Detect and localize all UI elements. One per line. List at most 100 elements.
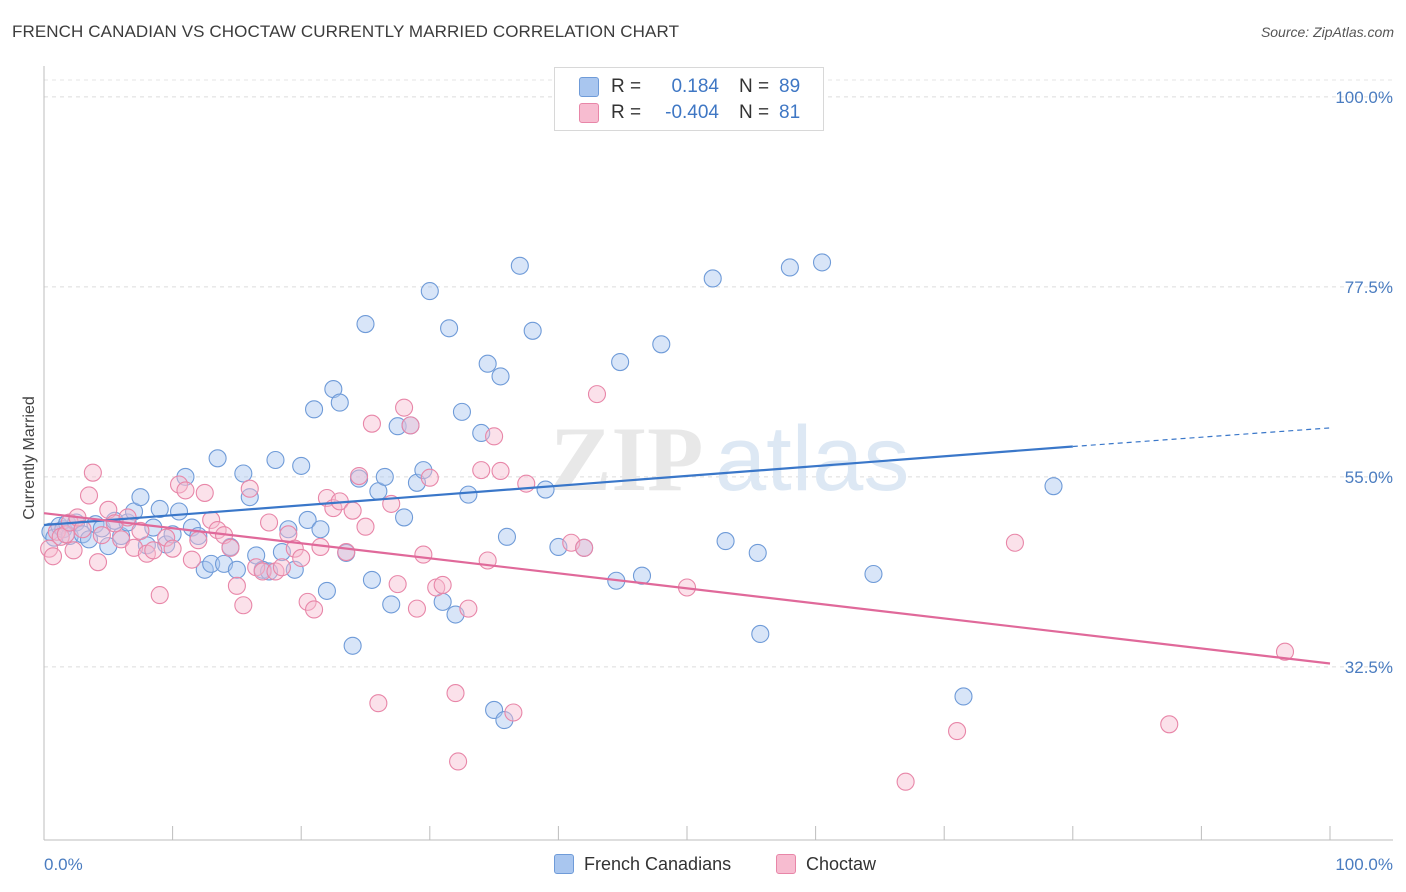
bottom-legend-label: Choctaw bbox=[806, 853, 877, 874]
french-canadians-point bbox=[202, 554, 221, 573]
legend-r-label: R = bbox=[611, 76, 642, 97]
choctaw-point bbox=[272, 558, 291, 577]
correlation-legend: R = 0.184 N = 89 R = -0.404 N = 81 bbox=[554, 67, 824, 131]
french-canadians-point bbox=[440, 319, 459, 338]
choctaw-point bbox=[1275, 642, 1295, 661]
choctaw-point bbox=[112, 530, 131, 549]
trend-lines bbox=[43, 427, 1331, 665]
legend-row-french-canadians: R = 0.184 N = 89 bbox=[579, 75, 819, 99]
french-canadians-point bbox=[292, 456, 311, 475]
french-canadians-point bbox=[536, 480, 555, 499]
choctaw-point bbox=[446, 684, 465, 703]
choctaw-point bbox=[449, 752, 468, 771]
choctaw-point bbox=[948, 722, 967, 741]
bottom-legend-choctaw: Choctaw bbox=[776, 852, 876, 876]
french-canadians-point bbox=[279, 520, 298, 539]
watermark-zip: ZIP bbox=[550, 408, 703, 510]
choctaw-trend bbox=[43, 512, 1331, 665]
french-canadians-point bbox=[234, 464, 253, 483]
choctaw-point bbox=[56, 525, 75, 544]
choctaw-point bbox=[298, 592, 317, 611]
french-canadians-point bbox=[812, 253, 832, 272]
legend-row-choctaw: R = -0.404 N = 81 bbox=[579, 101, 819, 125]
choctaw-point bbox=[362, 414, 381, 433]
choctaw-point bbox=[395, 398, 414, 417]
choctaw-point bbox=[157, 528, 176, 547]
choctaw-point bbox=[144, 541, 163, 560]
french-canadians-point bbox=[864, 564, 883, 584]
choctaw-point bbox=[43, 547, 63, 566]
choctaw-point bbox=[163, 539, 182, 558]
french-canadians-point bbox=[703, 269, 722, 288]
y-axis-label: Currently Married bbox=[21, 396, 38, 520]
french-canadians-point bbox=[954, 687, 973, 706]
legend-n-value: 89 bbox=[779, 76, 801, 97]
legend-r-value: 0.184 bbox=[671, 76, 719, 97]
bottom-legend-french-canadians: French Canadians bbox=[554, 852, 731, 876]
data-points bbox=[40, 253, 1295, 791]
legend-n-value: 81 bbox=[779, 102, 801, 123]
choctaw-point bbox=[369, 694, 388, 713]
french-canadians-point bbox=[356, 314, 375, 334]
french-canadians-point bbox=[227, 560, 246, 579]
choctaw-point bbox=[343, 501, 362, 520]
choctaw-point bbox=[1005, 533, 1024, 552]
choctaw-point bbox=[221, 538, 240, 557]
choctaw-point bbox=[182, 550, 201, 569]
french-canadians-point bbox=[395, 508, 414, 527]
french-canadians-point bbox=[414, 461, 433, 480]
axes bbox=[43, 66, 1393, 841]
choctaw-point bbox=[292, 548, 311, 568]
french-canadians-point bbox=[510, 256, 529, 275]
legend-r-value: -0.404 bbox=[665, 102, 719, 123]
choctaw-point bbox=[285, 539, 304, 558]
french-canadians-point bbox=[266, 450, 285, 470]
choctaw-point bbox=[234, 596, 253, 615]
french-canadians-point bbox=[523, 321, 542, 340]
legend-swatch-pink bbox=[579, 103, 599, 123]
choctaw-point bbox=[88, 553, 108, 572]
choctaw-point bbox=[433, 575, 452, 595]
french-canadians-trend bbox=[43, 445, 1073, 527]
choctaw-point bbox=[1160, 715, 1179, 734]
french-canadians-point bbox=[311, 520, 330, 539]
choctaw-point bbox=[356, 517, 375, 536]
french-canadians-point bbox=[652, 335, 671, 354]
choctaw-point bbox=[305, 600, 324, 619]
choctaw-point bbox=[253, 562, 272, 581]
y-tick-label: 100.0% bbox=[1335, 88, 1393, 107]
choctaw-point bbox=[79, 486, 99, 505]
french-canadians-point bbox=[330, 393, 349, 412]
x-tick-min: 0.0% bbox=[44, 855, 83, 874]
choctaw-point bbox=[337, 542, 356, 562]
choctaw-point bbox=[195, 483, 214, 502]
choctaw-point bbox=[51, 527, 70, 546]
french-canadians-point bbox=[1044, 477, 1063, 496]
y-tick-label: 55.0% bbox=[1345, 468, 1393, 487]
choctaw-point bbox=[459, 599, 478, 618]
choctaw-point bbox=[504, 703, 523, 722]
french-canadians-point bbox=[362, 570, 381, 589]
watermark-atlas: atlas bbox=[715, 408, 909, 510]
choctaw-point bbox=[227, 576, 246, 595]
french-canadians-point bbox=[343, 636, 362, 655]
french-canadians-point bbox=[131, 488, 150, 507]
choctaw-point bbox=[896, 772, 915, 791]
french-canadians-point bbox=[716, 532, 735, 551]
choctaw-point bbox=[64, 541, 83, 560]
french-canadians-point bbox=[388, 417, 407, 436]
legend-n-label: N = bbox=[739, 102, 770, 123]
y-tick-label: 32.5% bbox=[1345, 658, 1393, 677]
choctaw-point bbox=[240, 479, 259, 498]
choctaw-point bbox=[388, 575, 407, 594]
french-canadians-point bbox=[611, 352, 630, 372]
bottom-legend-label: French Canadians bbox=[584, 853, 732, 874]
french-canadians-point bbox=[150, 499, 169, 519]
choctaw-point bbox=[472, 461, 491, 480]
french-canadians-point bbox=[491, 367, 510, 386]
french-canadians-point bbox=[382, 595, 401, 614]
x-tick-max: 100.0% bbox=[1335, 855, 1393, 874]
choctaw-point bbox=[189, 531, 208, 550]
choctaw-point bbox=[407, 599, 426, 618]
